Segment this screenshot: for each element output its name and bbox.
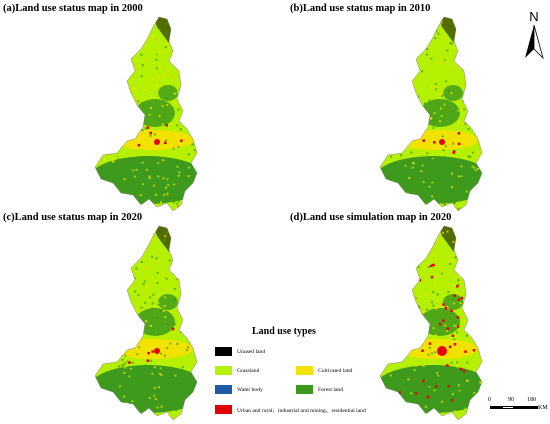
legend-label: Water body — [237, 386, 263, 393]
land-use-map-b — [379, 16, 483, 212]
legend-label: Grassland — [237, 367, 260, 374]
panel-title-d: (d)Land use simulation map in 2020 — [290, 212, 452, 223]
panel-title-a: (a)Land use status map in 2000 — [3, 3, 143, 14]
land-use-map-c — [94, 225, 198, 421]
scale-label-90: 90 — [508, 397, 514, 403]
panel-title-c: (c)Land use status map in 2020 — [3, 212, 143, 223]
legend-swatch — [215, 366, 232, 375]
scale-label-0: 0 — [488, 397, 491, 403]
scale-unit: KM — [538, 405, 548, 411]
panel-title-b: (b)Land use status map in 2010 — [290, 3, 431, 14]
legend-swatch — [215, 347, 232, 356]
north-label: N — [529, 9, 538, 24]
legend-item-unused: Unused land — [215, 347, 265, 356]
legend-item-grassland: Grassland — [215, 366, 259, 375]
north-arrow-icon: N — [525, 9, 544, 60]
legend-label: Unused land — [237, 348, 266, 355]
scale-bar — [490, 406, 538, 410]
land-use-map-a — [94, 16, 198, 212]
scale-label-180: 180 — [527, 397, 536, 403]
legend-label: Cultivated land — [318, 367, 353, 374]
legend-label: Urban and rural、industrial and mining、re… — [237, 407, 366, 414]
legend-swatch — [215, 405, 232, 414]
legend-item-cultivated: Cultivated land — [296, 366, 352, 375]
legend-item-forest: Forest land — [296, 385, 343, 394]
legend-label: Forest land — [318, 386, 344, 393]
legend-title: Land use types — [252, 326, 316, 337]
legend-swatch — [296, 366, 313, 375]
legend-item-urban: Urban and rural、industrial and mining、re… — [215, 405, 366, 414]
legend-swatch — [296, 385, 313, 394]
land-use-map-d — [379, 225, 483, 421]
legend-item-water: Water body — [215, 385, 263, 394]
legend-swatch — [215, 385, 232, 394]
